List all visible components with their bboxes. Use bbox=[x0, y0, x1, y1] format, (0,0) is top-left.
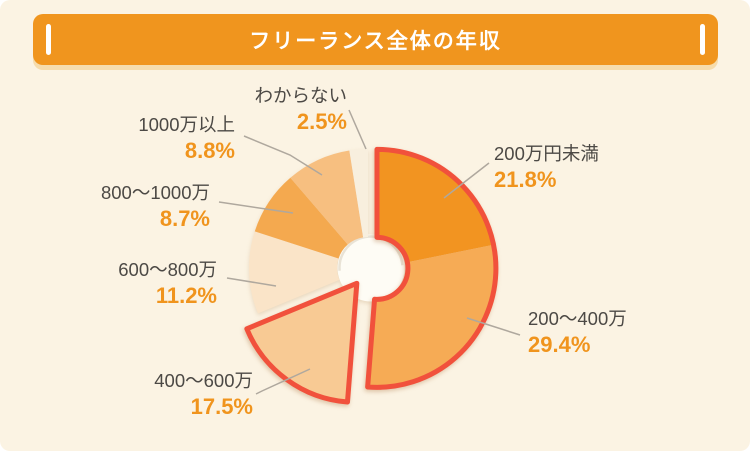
label-800-1000: 800〜1000万 8.7% bbox=[101, 180, 210, 232]
leader-line-3 bbox=[226, 277, 277, 287]
label-400-600: 400〜600万 17.5% bbox=[154, 368, 253, 420]
label-over-1000-name: 1000万以上 bbox=[138, 114, 235, 135]
label-over-1000: 1000万以上 8.8% bbox=[138, 112, 235, 164]
label-800-1000-name: 800〜1000万 bbox=[100, 182, 210, 203]
label-unknown-name: わからない bbox=[254, 85, 347, 106]
label-800-1000-percent: 8.7% bbox=[159, 206, 210, 231]
pie-slice-0 bbox=[376, 149, 494, 263]
leader-line-6 bbox=[348, 109, 367, 150]
highlight-outline-under-400 bbox=[365, 146, 499, 390]
leader-lines bbox=[218, 109, 521, 395]
pie-slice-4 bbox=[254, 177, 348, 259]
pie-slice-5 bbox=[290, 150, 364, 245]
pie-slice-6 bbox=[349, 149, 368, 238]
label-600-800-name: 600〜800万 bbox=[118, 259, 217, 280]
label-400-600-name: 400〜600万 bbox=[154, 370, 253, 391]
pie-highlight-group-under-400 bbox=[365, 146, 499, 390]
label-under-200-percent: 21.8% bbox=[494, 167, 557, 192]
leader-line-2 bbox=[255, 368, 311, 395]
leader-line-4 bbox=[218, 201, 294, 214]
banner-right-accent-bar bbox=[700, 24, 705, 55]
label-600-800-percent: 11.2% bbox=[155, 283, 217, 308]
label-over-1000-percent: 8.8% bbox=[184, 138, 235, 163]
leader-line-0 bbox=[443, 162, 490, 199]
label-600-800: 600〜800万 11.2% bbox=[118, 257, 217, 309]
label-under-200-name: 200万円未満 bbox=[494, 143, 599, 164]
title-banner: フリーランス全体の年収 bbox=[33, 14, 718, 65]
label-200-400-percent: 29.4% bbox=[528, 332, 591, 357]
leader-line-1 bbox=[466, 317, 521, 336]
banner-left-accent-bar bbox=[46, 24, 51, 55]
label-unknown: わからない 2.5% bbox=[254, 83, 347, 135]
pie-slice-1 bbox=[367, 244, 496, 388]
label-200-400: 200〜400万 29.4% bbox=[528, 306, 627, 358]
label-under-200: 200万円未満 21.8% bbox=[494, 141, 599, 193]
label-400-600-percent: 17.5% bbox=[190, 394, 253, 419]
label-200-400-name: 200〜400万 bbox=[528, 308, 627, 329]
pie-slice-3 bbox=[248, 231, 340, 314]
leader-line-5 bbox=[243, 135, 323, 176]
pie-base-slices bbox=[248, 149, 405, 314]
chart-title: フリーランス全体の年収 bbox=[249, 29, 502, 53]
label-unknown-percent: 2.5% bbox=[296, 109, 347, 134]
hole-inner-shadow bbox=[338, 235, 404, 271]
